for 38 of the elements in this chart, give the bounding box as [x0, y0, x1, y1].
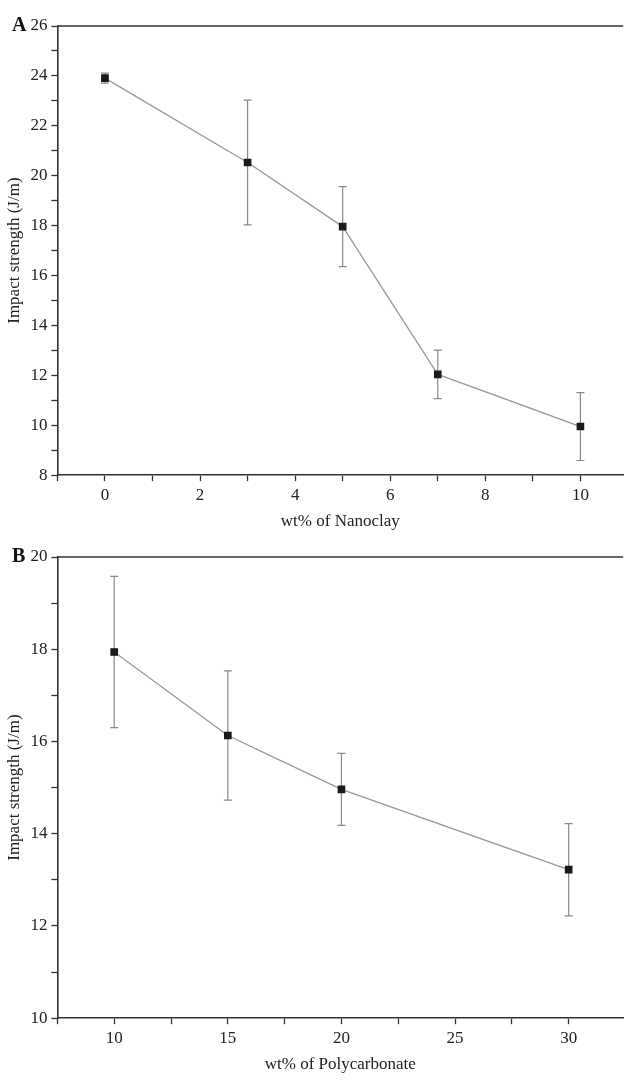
x-axis-title: wt% of Nanoclay: [280, 511, 401, 531]
chart-title: A: [12, 13, 27, 36]
x-tick-label: 0: [100, 484, 110, 504]
y-tick-label: 18: [30, 215, 48, 235]
point: [564, 865, 573, 874]
x-tick-label: 15: [219, 1027, 237, 1047]
point: [433, 370, 442, 379]
x-tick-label: 2: [195, 484, 205, 504]
y-tick-label: 22: [30, 115, 48, 135]
y-tick-label: 24: [30, 65, 48, 85]
x-tick-label: 25: [446, 1027, 464, 1047]
y-tick-label: 10: [30, 1007, 48, 1027]
y-axis-title: Impact strength (J/m): [3, 177, 23, 324]
x-tick-label: 10: [105, 1027, 123, 1047]
x-tick-label: 10: [571, 484, 589, 504]
y-tick-label: 26: [30, 15, 48, 35]
y-tick-label: 18: [30, 638, 48, 658]
point: [338, 222, 347, 231]
x-tick-label: 6: [385, 484, 395, 504]
x-tick-label: 20: [332, 1027, 350, 1047]
point: [223, 731, 232, 740]
x-tick-label: 8: [481, 484, 490, 504]
y-axis-title: Impact strength (J/m): [3, 714, 23, 861]
x-tick-label: 30: [560, 1027, 578, 1047]
y-tick-label: 14: [30, 823, 48, 843]
y-tick-label: 16: [30, 265, 48, 285]
point: [110, 648, 119, 656]
y-tick-label: 10: [30, 414, 48, 434]
y-tick-label: 8: [38, 464, 48, 484]
y-tick-label: 16: [30, 730, 48, 750]
y-tick-label: 12: [30, 915, 48, 935]
x-axis-title: wt% of Polycarbonate: [264, 1054, 416, 1074]
x-tick-label: 4: [290, 484, 300, 504]
y-tick-label: 20: [30, 546, 48, 566]
chart-title: B: [12, 544, 26, 567]
y-tick-label: 20: [30, 165, 48, 185]
y-tick-label: 12: [30, 364, 48, 384]
y-tick-label: 14: [30, 314, 48, 334]
